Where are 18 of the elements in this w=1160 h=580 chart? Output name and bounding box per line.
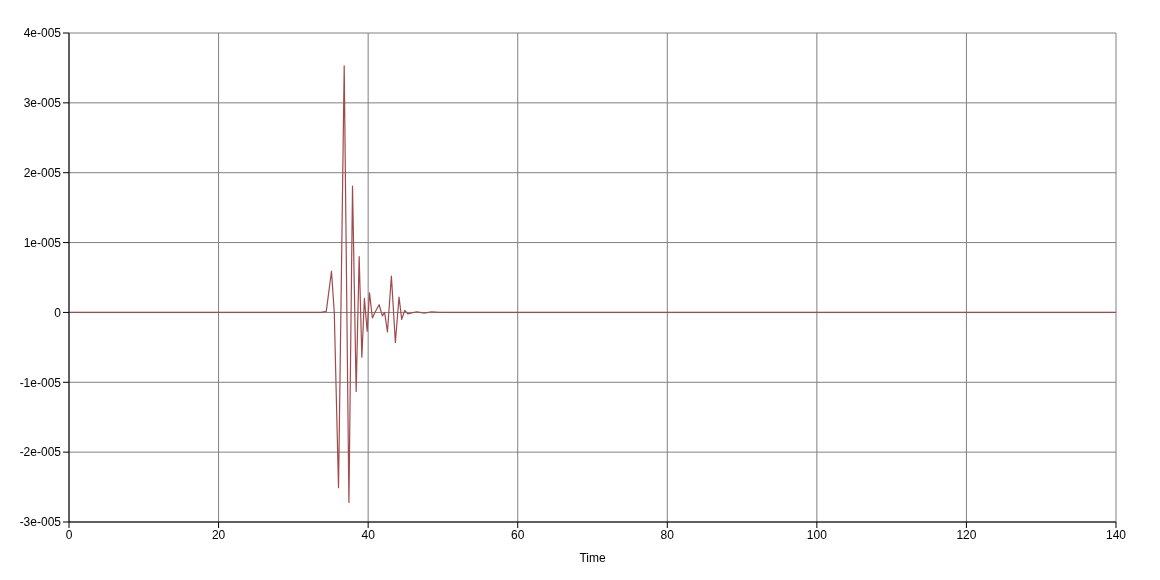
y-tick-label: 0 (54, 305, 62, 320)
y-tick-label: -1e-005 (19, 375, 62, 390)
x-tick-label: 60 (511, 527, 525, 542)
y-tick-label: -3e-005 (19, 515, 62, 530)
y-tick-label: -2e-005 (19, 445, 62, 460)
x-tick-label: 80 (660, 527, 675, 542)
y-tick-label: 3e-005 (23, 96, 62, 111)
x-tick-label: 100 (806, 527, 828, 542)
y-tick-label: 1e-005 (23, 235, 62, 250)
line-series (69, 65, 1116, 504)
x-tick-label: 120 (956, 527, 977, 542)
x-tick-label: 20 (211, 527, 226, 542)
y-tick-label: 2e-005 (23, 165, 62, 180)
y-tick-label: 4e-005 (23, 26, 62, 41)
x-tick-label: 40 (361, 527, 376, 542)
x-axis-title: Time (579, 551, 606, 565)
x-tick-label: 140 (1105, 527, 1127, 542)
x-tick-label: 0 (65, 527, 73, 542)
